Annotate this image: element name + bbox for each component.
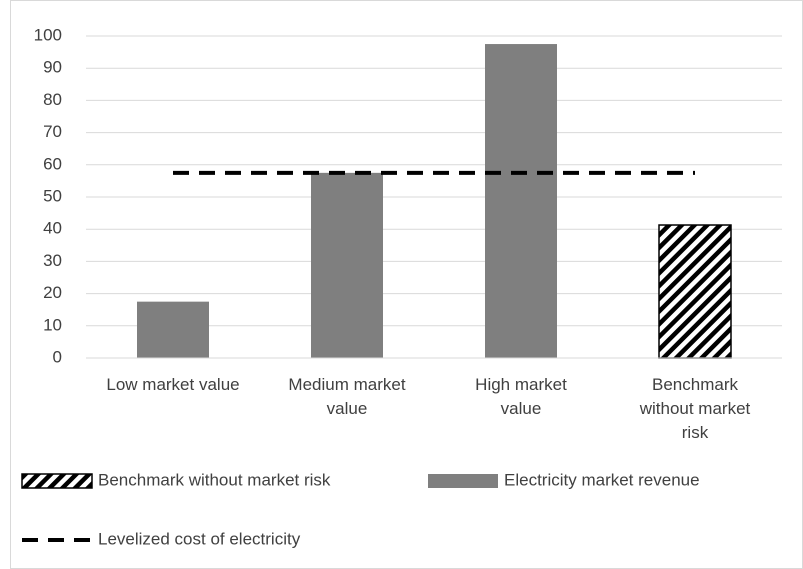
bar xyxy=(485,44,557,359)
legend-label: Levelized cost of electricity xyxy=(98,529,301,548)
y-tick-label: 90 xyxy=(43,58,62,77)
y-tick-label: 60 xyxy=(43,154,62,173)
x-tick-label: Benchmark without market risk xyxy=(639,375,751,442)
legend-label: Benchmark without market risk xyxy=(98,470,331,489)
y-tick-label: 10 xyxy=(43,315,62,334)
bar xyxy=(658,224,732,359)
y-tick-label: 40 xyxy=(43,219,62,238)
x-tick-label: Low market value xyxy=(106,375,239,394)
legend-label: Electricity market revenue xyxy=(504,470,700,489)
bar xyxy=(311,172,383,358)
y-tick-label: 80 xyxy=(43,90,62,109)
legend-swatch xyxy=(428,474,498,488)
bar xyxy=(137,301,209,358)
y-tick-label: 100 xyxy=(34,25,62,44)
y-tick-label: 0 xyxy=(53,347,62,366)
y-tick-label: 20 xyxy=(43,283,62,302)
y-tick-label: 70 xyxy=(43,122,62,141)
x-tick-label: Medium market value xyxy=(288,375,405,418)
y-tick-label: 50 xyxy=(43,186,62,205)
legend-swatch xyxy=(21,473,93,489)
x-tick-label: High market value xyxy=(475,375,567,418)
y-tick-label: 30 xyxy=(43,251,62,270)
